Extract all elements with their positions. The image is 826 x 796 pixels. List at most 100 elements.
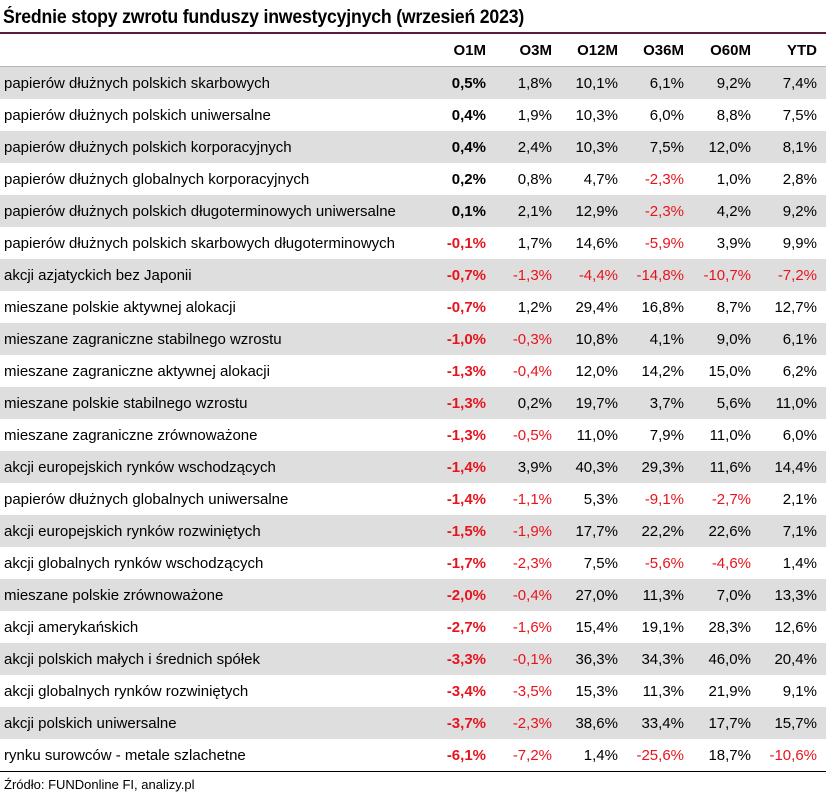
cell-o36m: 33,4% (641, 715, 684, 732)
cell-o60m: 11,0% (709, 427, 751, 444)
column-header-o12m: O12M (577, 42, 618, 59)
cell-o60m: 11,6% (709, 459, 751, 476)
table-row: akcji europejskich rynków wschodzących -1… (0, 451, 826, 483)
row-label: akcji globalnych rynków wschodzących (4, 555, 264, 572)
cell-o36m: 6,1% (649, 75, 684, 92)
title-underline (0, 32, 826, 34)
cell-o36m: 11,3% (642, 683, 684, 700)
cell-o36m: 19,1% (641, 619, 684, 636)
cell-o36m: 6,0% (649, 107, 684, 124)
cell-ytd: 12,6% (774, 619, 817, 636)
cell-o60m: -2,7% (711, 491, 751, 508)
cell-o3m: -3,5% (512, 683, 552, 700)
cell-o36m: -5,9% (644, 235, 684, 252)
cell-o12m: 15,3% (575, 683, 618, 700)
column-header-o60m: O60M (710, 42, 751, 59)
cell-o36m: 29,3% (641, 459, 684, 476)
cell-ytd: 2,8% (782, 171, 817, 188)
cell-o12m: 10,1% (575, 75, 618, 92)
cell-ytd: 7,5% (782, 107, 817, 124)
row-label: akcji azjatyckich bez Japonii (4, 267, 192, 284)
cell-o1m: 0,4% (451, 139, 486, 156)
cell-o12m: 15,4% (575, 619, 618, 636)
cell-o3m: 1,9% (517, 107, 552, 124)
cell-o60m: 5,6% (716, 395, 751, 412)
cell-o36m: -2,3% (644, 203, 684, 220)
cell-o36m: -9,1% (644, 491, 684, 508)
cell-o1m: -2,0% (446, 587, 486, 604)
cell-o36m: 34,3% (641, 651, 684, 668)
cell-o60m: 22,6% (708, 523, 751, 540)
row-label: mieszane zagraniczne stabilnego wzrostu (4, 331, 282, 348)
cell-o36m: 7,5% (649, 139, 684, 156)
cell-o12m: 12,9% (575, 203, 618, 220)
row-label: papierów dłużnych globalnych korporacyjn… (4, 171, 310, 188)
cell-ytd: -10,6% (769, 747, 817, 764)
cell-ytd: 6,1% (782, 331, 817, 348)
cell-o1m: 0,4% (451, 107, 486, 124)
table-row: akcji globalnych rynków wschodzących -1,7… (0, 547, 826, 579)
cell-o60m: 8,8% (716, 107, 751, 124)
cell-o3m: -2,3% (512, 555, 552, 572)
table-row: mieszane polskie zrównoważone -2,0% -0,4% 2… (0, 579, 826, 611)
source-note: Źródło: FUNDonline FI, analizy.pl (4, 777, 195, 792)
cell-ytd: 6,2% (782, 363, 817, 380)
cell-o12m: 5,3% (583, 491, 618, 508)
table-row: akcji polskich uniwersalne -3,7% -2,3% 38,6… (0, 707, 826, 739)
cell-o12m: 1,4% (583, 747, 618, 764)
cell-o60m: 28,3% (708, 619, 751, 636)
cell-o12m: 27,0% (575, 587, 618, 604)
cell-o1m: -3,4% (446, 683, 486, 700)
row-label: papierów dłużnych polskich skarbowych dł… (4, 235, 396, 252)
row-label: akcji amerykańskich (4, 619, 139, 636)
cell-o1m: -1,3% (446, 363, 486, 380)
cell-o12m: 19,7% (575, 395, 618, 412)
cell-o3m: -7,2% (512, 747, 552, 764)
table-header: O1M O3M O12M O36M O60M YTD (0, 34, 826, 66)
cell-o3m: -1,9% (512, 523, 552, 540)
cell-o3m: 2,4% (517, 139, 552, 156)
table-row: papierów dłużnych polskich korporacyjnyc… (0, 131, 826, 163)
cell-o12m: 14,6% (575, 235, 618, 252)
table-row: papierów dłużnych globalnych uniwersalne… (0, 483, 826, 515)
cell-ytd: 7,1% (782, 523, 817, 540)
row-label: akcji europejskich rynków wschodzących (4, 459, 276, 476)
cell-o36m: 4,1% (649, 331, 684, 348)
cell-o3m: 0,2% (517, 395, 552, 412)
column-header-ytd: YTD (787, 42, 817, 59)
cell-o60m: 1,0% (716, 171, 751, 188)
cell-o3m: -2,3% (512, 715, 552, 732)
cell-o60m: 9,2% (716, 75, 751, 92)
table-row: mieszane zagraniczne zrównoważone -1,3% -0… (0, 419, 826, 451)
row-label: mieszane polskie aktywnej alokacji (4, 299, 236, 316)
row-label: akcji europejskich rynków rozwiniętych (4, 523, 261, 540)
row-label: mieszane zagraniczne zrównoważone (4, 427, 258, 444)
table-row: mieszane zagraniczne aktywnej alokacji -1… (0, 355, 826, 387)
cell-o3m: -0,5% (512, 427, 552, 444)
cell-o1m: 0,1% (451, 203, 486, 220)
row-label: akcji polskich małych i średnich spółek (4, 651, 260, 668)
row-label: mieszane polskie stabilnego wzrostu (4, 395, 248, 412)
row-label: mieszane zagraniczne aktywnej alokacji (4, 363, 270, 380)
cell-o3m: 1,2% (517, 299, 552, 316)
table-row: akcji amerykańskich -2,7% -1,6% 15,4% 19,1% 2… (0, 611, 826, 643)
cell-o3m: -0,1% (512, 651, 552, 668)
cell-o1m: -1,3% (446, 427, 486, 444)
cell-o1m: -3,7% (446, 715, 486, 732)
table-row: akcji polskich małych i średnich spółek -… (0, 643, 826, 675)
table-row: rynku surowców - metale szlachetne -6,1% -… (0, 739, 826, 771)
cell-ytd: 6,0% (782, 427, 817, 444)
row-label: papierów dłużnych polskich uniwersalne (4, 107, 271, 124)
cell-ytd: 20,4% (774, 651, 817, 668)
cell-o1m: -0,1% (446, 235, 486, 252)
cell-o3m: -1,1% (512, 491, 552, 508)
cell-o3m: -1,3% (512, 267, 552, 284)
row-label: papierów dłużnych polskich korporacyjnyc… (4, 139, 292, 156)
cell-o60m: 17,7% (708, 715, 751, 732)
cell-o60m: 3,9% (716, 235, 751, 252)
cell-o3m: -1,6% (512, 619, 552, 636)
table-row: akcji europejskich rynków rozwiniętych -1… (0, 515, 826, 547)
cell-o1m: -1,0% (446, 331, 486, 348)
row-label: papierów dłużnych polskich długoterminow… (4, 203, 396, 220)
row-label: mieszane polskie zrównoważone (4, 587, 224, 604)
